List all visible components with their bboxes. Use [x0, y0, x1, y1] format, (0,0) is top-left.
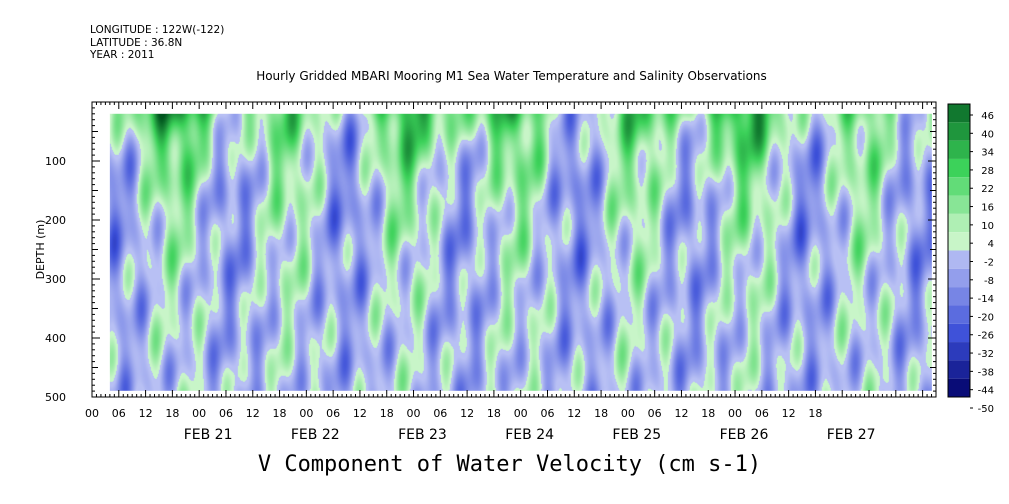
colorbar-label: -2: [984, 257, 994, 268]
x-hour-tick-label: 06: [433, 407, 447, 420]
x-hour-tick-label: 06: [326, 407, 340, 420]
x-hour-tick-label: 18: [808, 407, 822, 420]
x-hour-tick-label: 12: [567, 407, 581, 420]
x-hour-tick-label: 00: [728, 407, 742, 420]
x-hour-tick-label: 06: [648, 407, 662, 420]
x-day-label: FEB 23: [398, 427, 447, 443]
y-tick-label: 200: [45, 214, 66, 227]
colorbar-label: -44: [978, 386, 994, 397]
colorbar-band: [948, 287, 970, 306]
x-hour-tick-label: 18: [165, 407, 179, 420]
colorbar-band: [948, 104, 970, 123]
x-hour-tick-label: 00: [407, 407, 421, 420]
colorbar-band: [948, 268, 970, 288]
chart-title-text: Hourly Gridded MBARI Mooring M1 Sea Wate…: [256, 69, 767, 83]
colorbar-label: 16: [981, 203, 994, 214]
colorbar-band: [948, 158, 970, 178]
x-day-label: FEB 21: [184, 427, 233, 443]
colorbar-band: [948, 378, 970, 397]
chart-title: Hourly Gridded MBARI Mooring M1 Sea Wate…: [0, 69, 1009, 83]
x-hour-tick-label: 00: [514, 407, 528, 420]
colorbar-label: -26: [978, 331, 994, 342]
x-hour-tick-label: 18: [701, 407, 715, 420]
colorbar-band: [948, 213, 970, 233]
x-hour-tick-label: 00: [85, 407, 99, 420]
colorbar-label: -32: [978, 349, 994, 360]
colorbar-band: [948, 232, 970, 251]
x-hour-tick-label: 00: [299, 407, 313, 420]
latitude-label: LATITUDE : 36.8N: [90, 36, 183, 49]
x-hour-tick-label: 18: [487, 407, 501, 420]
colorbar-band: [948, 305, 970, 324]
colorbar-band: [948, 195, 970, 214]
colorbar-label: -50: [978, 404, 994, 415]
colorbar-label: 4: [988, 239, 994, 250]
colorbar-band: [948, 177, 970, 196]
colorbar-band: [948, 122, 970, 141]
colorbar-label: 46: [981, 111, 994, 122]
x-axis-label: V Component of Water Velocity (cm s-1): [0, 452, 1009, 477]
colorbar-band: [948, 342, 970, 361]
colorbar-label: -38: [978, 367, 994, 378]
x-hour-tick-label: 00: [192, 407, 206, 420]
y-tick-label: 300: [45, 273, 66, 286]
x-axis-label-text: V Component of Water Velocity (cm s-1): [257, 452, 762, 477]
y-tick-label: 500: [45, 391, 66, 404]
x-day-label: FEB 22: [291, 427, 340, 443]
x-hour-tick-label: 06: [112, 407, 126, 420]
x-hour-tick-label: 06: [219, 407, 233, 420]
colorbar-label: -14: [978, 294, 994, 305]
x-hour-tick-label: 12: [782, 407, 796, 420]
x-hour-tick-label: 18: [380, 407, 394, 420]
x-hour-tick-label: 18: [273, 407, 287, 420]
colorbar-band: [948, 323, 970, 343]
x-day-label: FEB 25: [612, 427, 661, 443]
y-axis-label: DEPTH (m): [34, 220, 47, 280]
colorbar-label: -20: [978, 312, 994, 323]
x-hour-tick-label: 12: [460, 407, 474, 420]
mooring-metadata: LONGITUDE : 122W(-122) LATITUDE : 36.8N …: [90, 24, 224, 62]
colorbar-label: -8: [984, 276, 994, 287]
x-hour-tick-label: 00: [621, 407, 635, 420]
year-label: YEAR : 2011: [90, 49, 155, 61]
x-hour-tick-label: 12: [353, 407, 367, 420]
colorbar-label: 40: [981, 129, 994, 140]
colorbar-label: 22: [981, 184, 994, 195]
x-hour-tick-label: 12: [674, 407, 688, 420]
colorbar-frame: [947, 103, 971, 398]
colorbar-label: 28: [981, 166, 994, 177]
velocity-heatmap-field: [109, 113, 932, 391]
x-hour-tick-label: 12: [139, 407, 153, 420]
colorbar-label: 34: [981, 148, 994, 159]
y-tick-label: 100: [45, 155, 66, 168]
x-day-label: FEB 24: [505, 427, 554, 443]
x-hour-tick-label: 06: [755, 407, 769, 420]
colorbar-label: 10: [981, 221, 994, 232]
colorbar-band: [948, 140, 970, 159]
x-hour-tick-label: 12: [246, 407, 260, 420]
x-hour-tick-label: 06: [540, 407, 554, 420]
x-hour-tick-label: 18: [594, 407, 608, 420]
colorbar-band: [948, 250, 970, 269]
y-tick-label: 400: [45, 332, 66, 345]
colorbar-band: [948, 360, 970, 379]
x-day-label: FEB 26: [720, 427, 769, 443]
longitude-label: LONGITUDE : 122W(-122): [90, 24, 225, 36]
x-day-label: FEB 27: [827, 427, 876, 443]
